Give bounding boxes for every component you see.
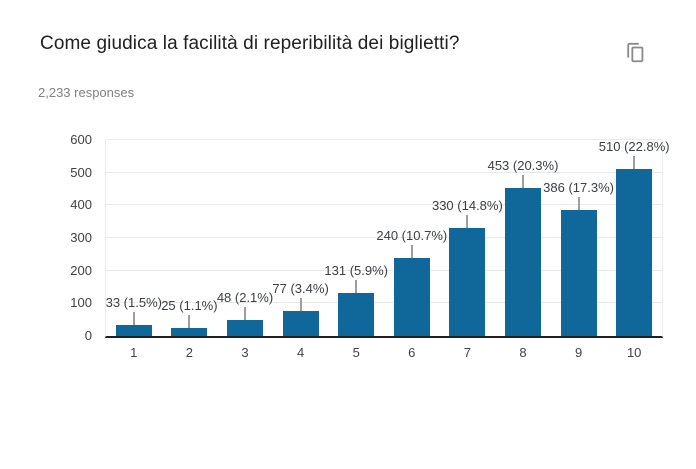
bar-callout-stem xyxy=(577,196,580,210)
bar[interactable] xyxy=(115,325,152,336)
x-axis-tick-label: 2 xyxy=(185,345,194,360)
responses-count: 2,233 responses xyxy=(38,85,135,100)
bar[interactable] xyxy=(616,169,653,336)
x-axis-tick-label: 5 xyxy=(352,345,360,360)
bar-callout-stem xyxy=(244,307,246,321)
y-axis-tick-label: 600 xyxy=(70,132,92,147)
bar-callout-stem xyxy=(132,312,135,326)
bar-callout-stem xyxy=(466,215,469,229)
x-axis-tick-label: 6 xyxy=(408,345,416,360)
gridline xyxy=(106,302,662,304)
bar-value-label: 453 (20.3%) xyxy=(487,158,559,174)
bar-callout-stem xyxy=(188,314,191,328)
y-axis-tick-label: 100 xyxy=(70,295,92,311)
gridline xyxy=(106,237,662,238)
bar[interactable] xyxy=(282,310,319,336)
x-axis-tick-label: 9 xyxy=(574,345,583,360)
gridline xyxy=(106,204,662,206)
bar[interactable] xyxy=(171,327,208,336)
y-axis-tick-label: 500 xyxy=(70,164,92,180)
bar-callout-stem xyxy=(355,280,358,294)
bar-value-label: 33 (1.5%) xyxy=(105,295,162,311)
y-axis-tick-label: 400 xyxy=(70,197,92,213)
bar-value-label: 330 (14.8%) xyxy=(431,198,503,214)
bar-callout-stem xyxy=(410,244,413,258)
x-axis-tick-label: 8 xyxy=(519,345,527,360)
y-axis-tick-label: 300 xyxy=(70,230,92,245)
gridline xyxy=(106,269,662,271)
bar[interactable] xyxy=(393,257,430,336)
y-axis-tick-label: 200 xyxy=(70,262,92,278)
y-axis-tick-label: 0 xyxy=(84,328,92,343)
bar-value-label: 386 (17.3%) xyxy=(543,179,615,195)
copy-icon xyxy=(625,42,649,64)
x-axis-tick-label: 3 xyxy=(241,345,249,360)
x-axis-tick-label: 1 xyxy=(130,345,138,360)
plot-area: 33 (1.5%) 1 25 (1.1%) 2 48 (2.1%) 3 77 (3.4%) 4… xyxy=(105,139,670,360)
x-axis-tick-label: 7 xyxy=(463,345,472,360)
x-axis-tick-label: 10 xyxy=(626,345,642,360)
bar-value-label: 77 (3.4%) xyxy=(272,280,329,296)
bar-value-label: 131 (5.9%) xyxy=(324,263,388,279)
bar-value-label: 25 (1.1%) xyxy=(161,297,218,313)
bar[interactable] xyxy=(505,188,541,336)
question-title: Come giudica la facilità di reperibilità… xyxy=(40,33,460,54)
bar-callout-stem xyxy=(522,175,524,189)
bar-callout-stem xyxy=(299,297,302,311)
bar[interactable] xyxy=(560,209,597,336)
bar-callout-stem xyxy=(633,156,636,170)
copy-button[interactable] xyxy=(622,38,652,68)
bar-value-label: 240 (10.7%) xyxy=(376,227,448,243)
bar[interactable] xyxy=(338,293,375,336)
bar-value-label: 48 (2.1%) xyxy=(216,290,274,306)
bar[interactable] xyxy=(227,320,263,336)
bar[interactable] xyxy=(449,228,486,336)
gridline xyxy=(106,139,662,140)
x-axis-tick-label: 4 xyxy=(296,345,305,360)
gridline xyxy=(106,171,662,173)
bar-value-label: 510 (22.8%) xyxy=(598,139,670,155)
